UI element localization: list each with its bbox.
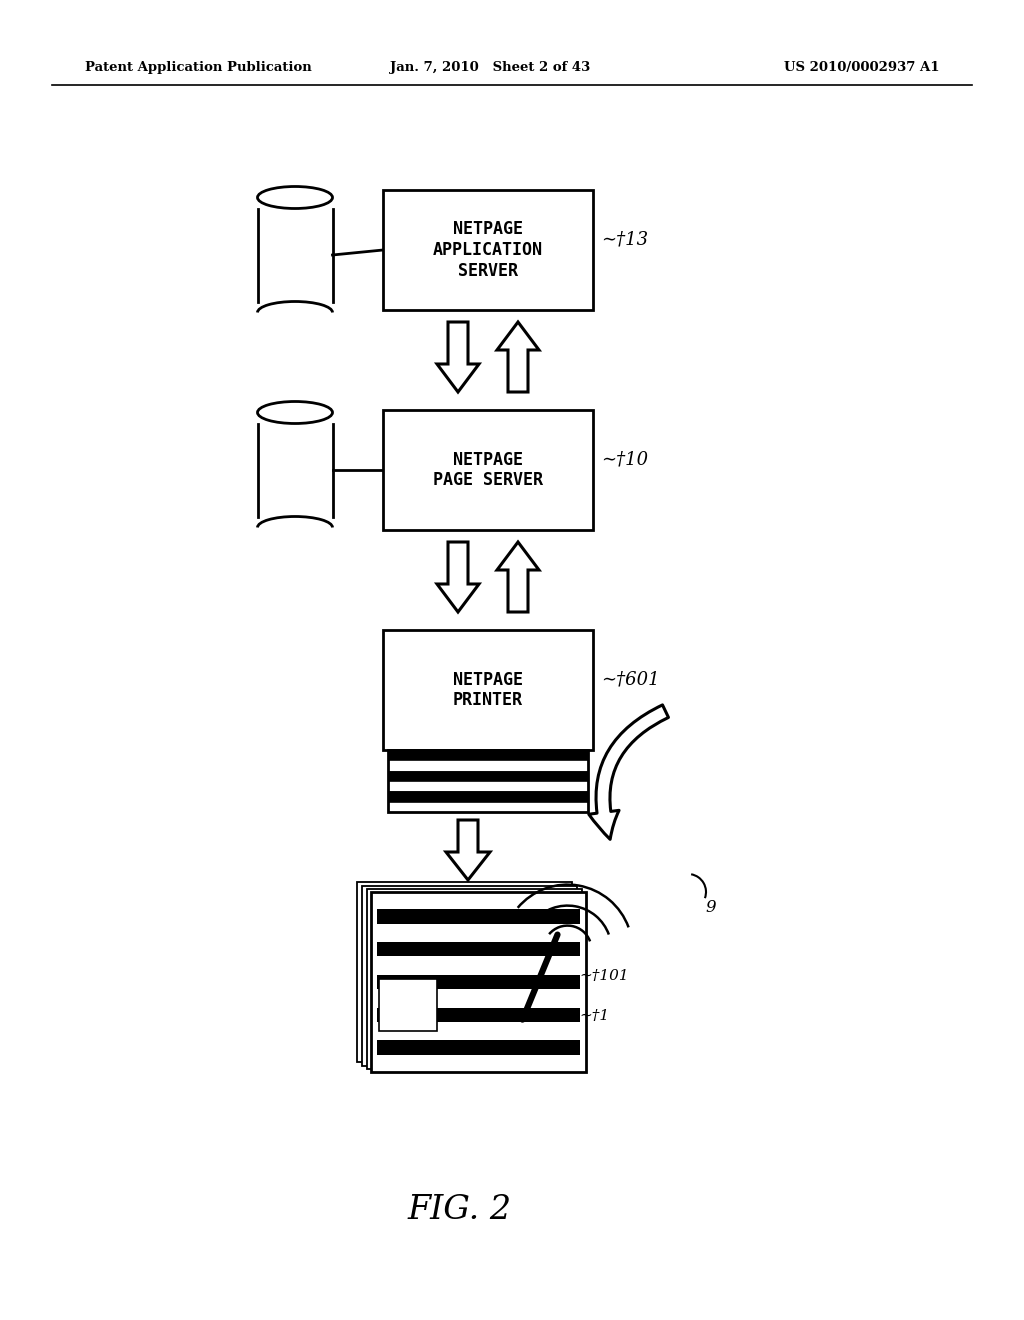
Text: FIG. 2: FIG. 2 [408,1195,512,1226]
Text: NETPAGE
PRINTER: NETPAGE PRINTER [453,671,523,709]
FancyArrowPatch shape [589,705,669,840]
Bar [388,760,588,771]
Bar [367,888,582,1069]
Bar [377,1007,580,1022]
Polygon shape [497,322,539,392]
Text: 9: 9 [705,899,716,916]
Bar [377,1040,580,1055]
Bar [383,190,593,310]
Bar [388,771,588,781]
Bar [377,942,580,957]
Bar [388,750,588,760]
Bar [377,974,580,989]
Text: ∼†10: ∼†10 [601,451,648,469]
Text: ∼†1: ∼†1 [580,1008,609,1023]
Text: ∼†13: ∼†13 [601,231,648,249]
Bar [388,791,588,801]
Polygon shape [446,820,490,880]
Text: US 2010/0002937 A1: US 2010/0002937 A1 [784,62,940,74]
Polygon shape [497,543,539,612]
Text: ∼†601: ∼†601 [601,671,659,689]
Bar [383,411,593,531]
Polygon shape [437,322,479,392]
Bar [377,909,580,924]
Bar [356,882,571,1063]
Text: Jan. 7, 2010   Sheet 2 of 43: Jan. 7, 2010 Sheet 2 of 43 [390,62,590,74]
Bar [388,801,588,812]
Bar [383,630,593,750]
Bar [361,886,577,1067]
Text: NETPAGE
APPLICATION
SERVER: NETPAGE APPLICATION SERVER [433,220,543,280]
Bar [371,892,586,1072]
Text: NETPAGE
PAGE SERVER: NETPAGE PAGE SERVER [433,450,543,490]
Polygon shape [437,543,479,612]
Ellipse shape [257,401,333,424]
Bar [388,750,588,812]
Text: Patent Application Publication: Patent Application Publication [85,62,311,74]
Text: ∼†101: ∼†101 [580,969,629,982]
Bar [388,781,588,791]
Bar [379,979,436,1031]
Ellipse shape [257,186,333,209]
